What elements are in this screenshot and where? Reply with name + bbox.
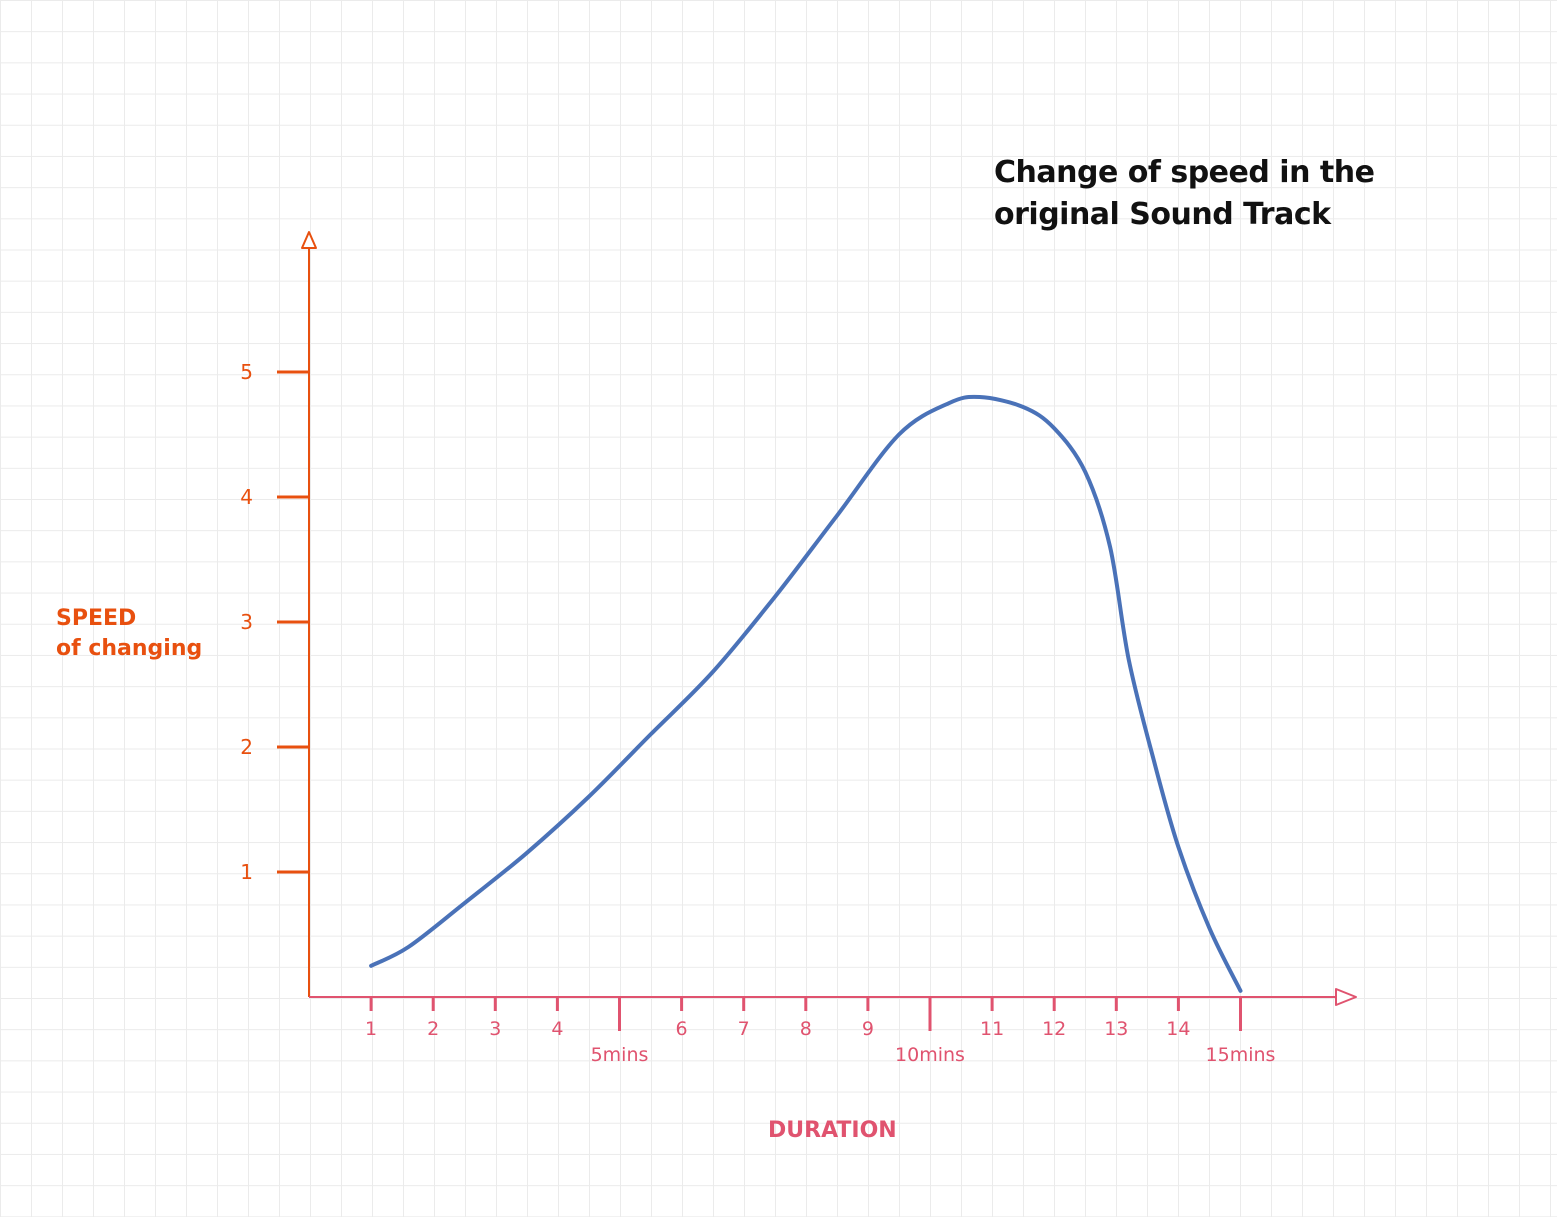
x-tick-label: 3 bbox=[489, 1018, 501, 1040]
x-tick-label: 2 bbox=[427, 1018, 439, 1040]
x-tick-label: 7 bbox=[738, 1018, 750, 1040]
x-tick-label: 14 bbox=[1166, 1018, 1190, 1040]
x-axis-label: DURATION bbox=[768, 1118, 897, 1143]
y-axis-arrow-icon bbox=[301, 231, 317, 249]
y-axis-label-line-1: SPEED bbox=[56, 606, 137, 631]
x-major-label: 15mins bbox=[1206, 1044, 1276, 1066]
x-tick-label: 8 bbox=[800, 1018, 812, 1040]
chart-title: Change of speed in the original Sound Tr… bbox=[994, 152, 1424, 236]
y-tick-label: 2 bbox=[240, 735, 253, 759]
y-tick-label: 4 bbox=[240, 485, 253, 509]
x-tick-label: 1 bbox=[365, 1018, 377, 1040]
x-tick-label: 9 bbox=[862, 1018, 874, 1040]
x-major-label: 10mins bbox=[895, 1044, 965, 1066]
y-axis-label: SPEED of changing bbox=[56, 604, 202, 664]
y-tick-label: 5 bbox=[240, 360, 253, 384]
series-group bbox=[369, 394, 1243, 993]
x-tick-label: 6 bbox=[676, 1018, 688, 1040]
y-axis-label-line-2: of changing bbox=[56, 636, 203, 661]
y-tick-label: 3 bbox=[240, 610, 253, 634]
chart-title-line-1: Change of speed in the bbox=[994, 155, 1375, 190]
chart-title-line-2: original Sound Track bbox=[994, 197, 1331, 232]
x-tick-label: 11 bbox=[980, 1018, 1004, 1040]
x-tick-label: 13 bbox=[1104, 1018, 1128, 1040]
series-line bbox=[369, 394, 1243, 993]
x-major-label: 5mins bbox=[591, 1044, 649, 1066]
axes-group bbox=[301, 231, 1357, 1006]
y-tick-label: 1 bbox=[240, 860, 253, 884]
ticks-group bbox=[277, 370, 1242, 1031]
x-tick-label: 4 bbox=[551, 1018, 563, 1040]
x-tick-label: 12 bbox=[1042, 1018, 1066, 1040]
x-axis-arrow-icon bbox=[1335, 988, 1357, 1006]
